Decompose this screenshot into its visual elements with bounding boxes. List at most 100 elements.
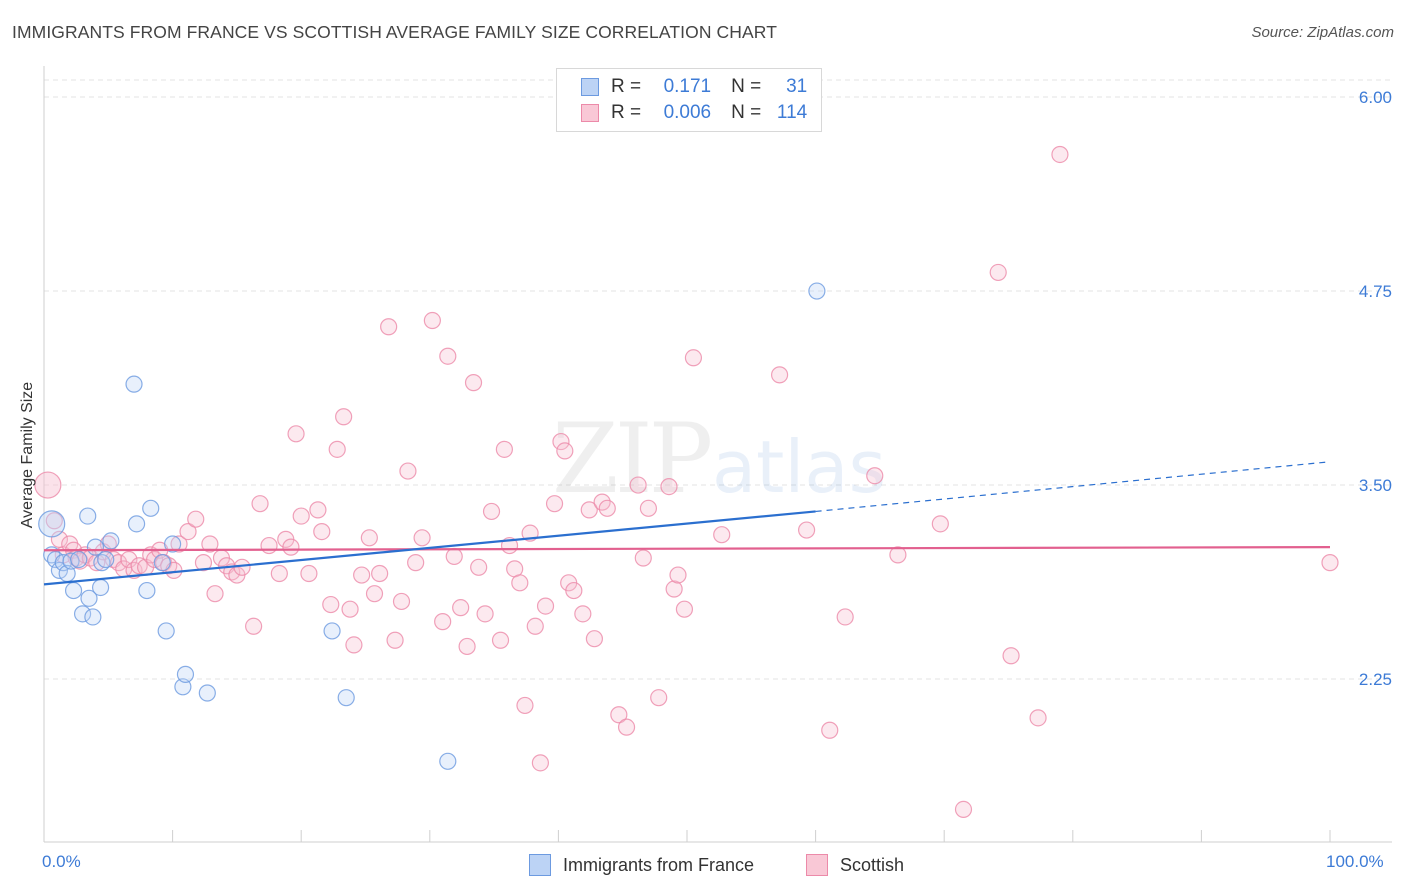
scottish-point [797,521,816,539]
france-point [439,752,457,770]
scottish-point [491,631,510,649]
scottish-point [536,597,555,615]
scottish-point [120,550,138,569]
scottish-point [610,706,628,724]
france-point [153,554,171,572]
legend-r-value-france: 0.171 [663,76,712,97]
scottish-point [371,564,389,583]
scottish-point [345,636,363,654]
scottish-point [179,522,197,541]
scottish-point [45,512,63,530]
scottish-point [170,535,188,553]
scottish-point [598,499,616,517]
scottish-point [270,564,288,583]
scottish-point [335,408,353,426]
france-point [142,499,160,517]
scottish-point [360,529,378,547]
x-tick-label-max: 100.0% [1326,852,1384,871]
x-tick-label-min: 0.0% [42,852,81,871]
bottom-legend-swatch-france [529,854,551,876]
scottish-point [495,440,513,458]
scottish-point [365,585,384,603]
legend-row-france: R = 0.171 N = 31 [581,74,807,100]
scottish-point [866,467,884,485]
scottish-point [836,608,854,626]
france-point [70,550,88,569]
scottish-point [669,566,687,584]
france-point [64,581,83,600]
france-point [138,581,156,600]
scottish-point [660,477,678,496]
scottish-point [889,546,907,564]
axes [43,66,1392,843]
france-point [73,605,92,623]
scottish-point [445,547,463,566]
scottish-point [201,535,219,553]
bottom-legend-label-scottish: Scottish [840,854,905,875]
scottish-point [526,617,544,635]
scottish-points [34,145,1339,819]
legend-n-label: N = [731,102,762,123]
scottish-point [194,554,213,572]
legend-row-scottish: R = 0.006 N = 114 [581,100,807,126]
scottish-point [309,501,327,519]
scottish-point [565,581,583,600]
y-tick-label: 4.75 [1359,282,1392,301]
scottish-point [531,754,549,772]
scottish-point [233,558,251,576]
france-trend-line [43,510,816,586]
scottish-point [580,501,598,519]
y-tick-label: 2.25 [1359,670,1392,689]
france-point [157,622,175,640]
scottish-point [439,347,457,365]
france-points [38,282,826,770]
france-point [102,532,120,550]
france-point [127,515,146,533]
scottish-point [34,471,62,499]
scottish-point [931,515,949,533]
scottish-point [407,554,425,572]
y-tick-label: 3.50 [1359,476,1392,495]
scottish-point [206,585,224,603]
y-tick-labels: 2.25 3.50 4.75 6.00 [1359,88,1392,689]
scottish-point [292,507,310,525]
scottish-point [251,495,269,513]
y-axis-label: Average Family Size [19,381,36,529]
legend-r-label: R = [611,102,642,123]
scottish-point [511,574,529,592]
scottish-point [464,374,483,392]
scottish-point [1051,145,1069,164]
scottish-point [380,318,398,336]
scottish-point [341,600,359,618]
chart-title: IMMIGRANTS FROM FRANCE VS SCOTTISH AVERA… [12,22,777,42]
scottish-point [650,689,668,707]
scottish-point [245,617,263,635]
scottish-point [287,425,305,443]
scottish-point [675,600,694,618]
scottish-point [187,510,205,528]
scottish-point [452,599,470,617]
scottish-point [353,566,371,584]
scottish-point [989,263,1007,282]
scottish-point [470,558,488,576]
scottish-point [392,592,411,611]
scottish-point [770,366,789,384]
scottish-point [1029,709,1047,727]
scottish-trend-line [43,546,1331,552]
france-point [91,578,110,597]
scottish-point [639,499,658,517]
bottom-legend-label-france: Immigrants from France [563,854,755,875]
scottish-point [629,476,647,494]
scottish-point [458,637,476,656]
watermark-zip: ZIP [552,403,711,515]
legend-n-label: N = [731,76,762,97]
scottish-point [282,538,300,556]
scottish-point [1002,647,1020,665]
scottish-point [399,462,417,480]
scottish-point [585,630,604,648]
france-point [79,507,97,525]
scottish-point [300,564,318,583]
scottish-point [322,595,340,614]
bottom-legend-france: Immigrants from France [529,852,754,878]
